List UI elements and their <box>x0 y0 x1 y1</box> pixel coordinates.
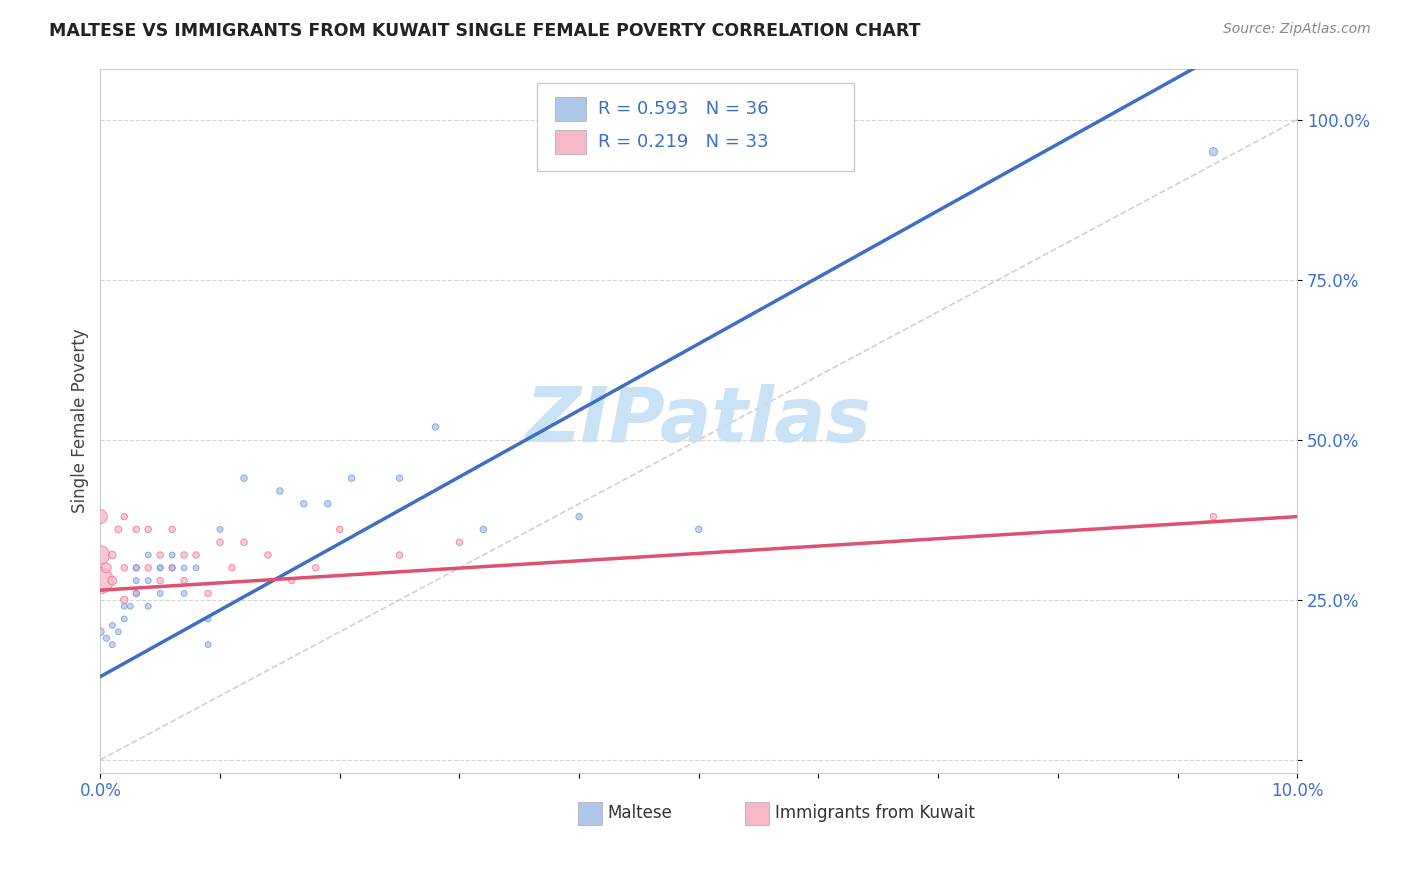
Point <box>257 548 280 562</box>
Point <box>112 561 135 575</box>
FancyBboxPatch shape <box>555 130 586 154</box>
Point <box>112 592 135 607</box>
Point <box>184 561 207 575</box>
Point <box>89 509 111 524</box>
Point <box>107 523 129 537</box>
Point <box>136 561 159 575</box>
Point <box>101 638 124 652</box>
Text: R = 0.219   N = 33: R = 0.219 N = 33 <box>598 134 769 152</box>
Point <box>449 535 471 549</box>
Point <box>149 586 172 600</box>
Point <box>125 561 148 575</box>
Text: Immigrants from Kuwait: Immigrants from Kuwait <box>775 805 976 822</box>
Point <box>101 574 124 588</box>
Point <box>136 523 159 537</box>
Point <box>208 523 231 537</box>
Point <box>136 574 159 588</box>
Text: R = 0.593   N = 36: R = 0.593 N = 36 <box>598 100 769 118</box>
Point <box>149 561 172 575</box>
Point <box>197 586 219 600</box>
Point <box>160 548 183 562</box>
Point <box>1202 145 1225 159</box>
Point <box>125 586 148 600</box>
Point <box>1202 509 1225 524</box>
Point <box>425 420 447 434</box>
Point <box>292 497 315 511</box>
Point <box>101 618 124 632</box>
Point <box>89 574 111 588</box>
Text: ZIPatlas: ZIPatlas <box>526 384 872 458</box>
Point <box>89 548 111 562</box>
FancyBboxPatch shape <box>578 802 602 825</box>
Point <box>173 586 195 600</box>
Point <box>149 574 172 588</box>
FancyBboxPatch shape <box>555 96 586 120</box>
Point <box>173 574 195 588</box>
Point <box>269 483 291 498</box>
Point <box>173 548 195 562</box>
Point <box>96 561 118 575</box>
Point <box>107 624 129 639</box>
Point <box>112 599 135 614</box>
Point <box>125 586 148 600</box>
Point <box>305 561 328 575</box>
Point <box>136 548 159 562</box>
Y-axis label: Single Female Poverty: Single Female Poverty <box>72 328 89 513</box>
Point <box>197 638 219 652</box>
Text: Maltese: Maltese <box>607 805 672 822</box>
Point <box>221 561 243 575</box>
FancyBboxPatch shape <box>745 802 769 825</box>
Point <box>149 561 172 575</box>
Point <box>136 599 159 614</box>
Point <box>160 561 183 575</box>
Point <box>125 574 148 588</box>
Point <box>233 535 256 549</box>
Point <box>160 561 183 575</box>
Point <box>173 561 195 575</box>
Point <box>316 497 339 511</box>
Point <box>329 523 352 537</box>
Point <box>388 471 411 485</box>
Point <box>112 509 135 524</box>
Point <box>160 523 183 537</box>
Point <box>89 624 111 639</box>
Point <box>281 574 304 588</box>
Point <box>388 548 411 562</box>
Point <box>101 548 124 562</box>
Text: Source: ZipAtlas.com: Source: ZipAtlas.com <box>1223 22 1371 37</box>
Point <box>184 548 207 562</box>
Point <box>125 523 148 537</box>
Point <box>112 612 135 626</box>
Point <box>120 599 142 614</box>
Text: MALTESE VS IMMIGRANTS FROM KUWAIT SINGLE FEMALE POVERTY CORRELATION CHART: MALTESE VS IMMIGRANTS FROM KUWAIT SINGLE… <box>49 22 921 40</box>
Point <box>96 632 118 646</box>
Point <box>125 561 148 575</box>
FancyBboxPatch shape <box>537 83 855 170</box>
Point <box>688 523 710 537</box>
Point <box>197 612 219 626</box>
Point <box>233 471 256 485</box>
Point <box>472 523 495 537</box>
Point <box>340 471 363 485</box>
Point <box>568 509 591 524</box>
Point <box>149 548 172 562</box>
Point <box>208 535 231 549</box>
